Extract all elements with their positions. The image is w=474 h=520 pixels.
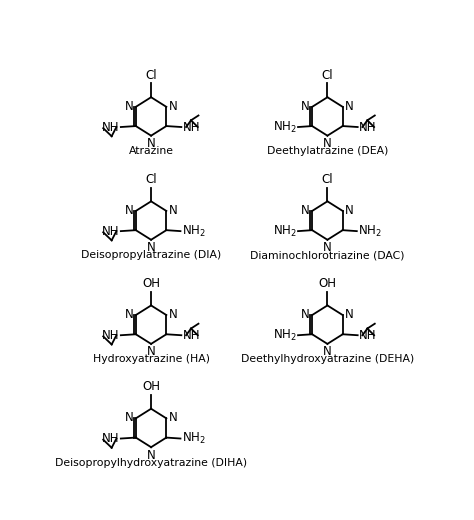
Text: NH$_2$: NH$_2$ — [182, 224, 205, 239]
Text: OH: OH — [142, 380, 160, 393]
Text: NH: NH — [102, 121, 120, 134]
Text: NH$_2$: NH$_2$ — [182, 431, 205, 446]
Text: NH$_2$: NH$_2$ — [273, 120, 297, 135]
Text: Deisopropylatrazine (DIA): Deisopropylatrazine (DIA) — [81, 250, 221, 261]
Text: Diaminochlorotriazine (DAC): Diaminochlorotriazine (DAC) — [250, 250, 405, 261]
Text: OH: OH — [319, 277, 337, 290]
Text: NH: NH — [182, 329, 200, 342]
Text: N: N — [169, 411, 177, 424]
Text: NH: NH — [359, 329, 376, 342]
Text: N: N — [147, 241, 155, 254]
Text: N: N — [345, 308, 354, 321]
Text: N: N — [169, 99, 177, 112]
Text: N: N — [301, 99, 310, 112]
Text: N: N — [125, 411, 134, 424]
Text: N: N — [147, 449, 155, 462]
Text: NH: NH — [359, 121, 376, 134]
Text: N: N — [147, 345, 155, 358]
Text: Cl: Cl — [321, 69, 333, 82]
Text: NH: NH — [102, 329, 120, 342]
Text: N: N — [345, 99, 354, 112]
Text: OH: OH — [142, 277, 160, 290]
Text: N: N — [147, 137, 155, 150]
Text: N: N — [125, 308, 134, 321]
Text: NH$_2$: NH$_2$ — [358, 224, 382, 239]
Text: N: N — [323, 241, 332, 254]
Text: Atrazine: Atrazine — [128, 146, 173, 156]
Text: N: N — [169, 308, 177, 321]
Text: N: N — [169, 204, 177, 217]
Text: N: N — [125, 99, 134, 112]
Text: N: N — [323, 345, 332, 358]
Text: Cl: Cl — [321, 173, 333, 186]
Text: Cl: Cl — [145, 69, 157, 82]
Text: NH$_2$: NH$_2$ — [273, 328, 297, 343]
Text: N: N — [345, 204, 354, 217]
Text: NH: NH — [102, 225, 120, 238]
Text: Deethylatrazine (DEA): Deethylatrazine (DEA) — [267, 146, 388, 156]
Text: NH: NH — [102, 432, 120, 445]
Text: Cl: Cl — [145, 173, 157, 186]
Text: NH: NH — [182, 121, 200, 134]
Text: Deisopropylhydroxyatrazine (DIHA): Deisopropylhydroxyatrazine (DIHA) — [55, 458, 247, 468]
Text: Hydroxyatrazine (HA): Hydroxyatrazine (HA) — [92, 355, 210, 365]
Text: N: N — [125, 204, 134, 217]
Text: N: N — [301, 308, 310, 321]
Text: Deethylhydroxyatrazine (DEHA): Deethylhydroxyatrazine (DEHA) — [241, 355, 414, 365]
Text: N: N — [323, 137, 332, 150]
Text: N: N — [301, 204, 310, 217]
Text: NH$_2$: NH$_2$ — [273, 224, 297, 239]
